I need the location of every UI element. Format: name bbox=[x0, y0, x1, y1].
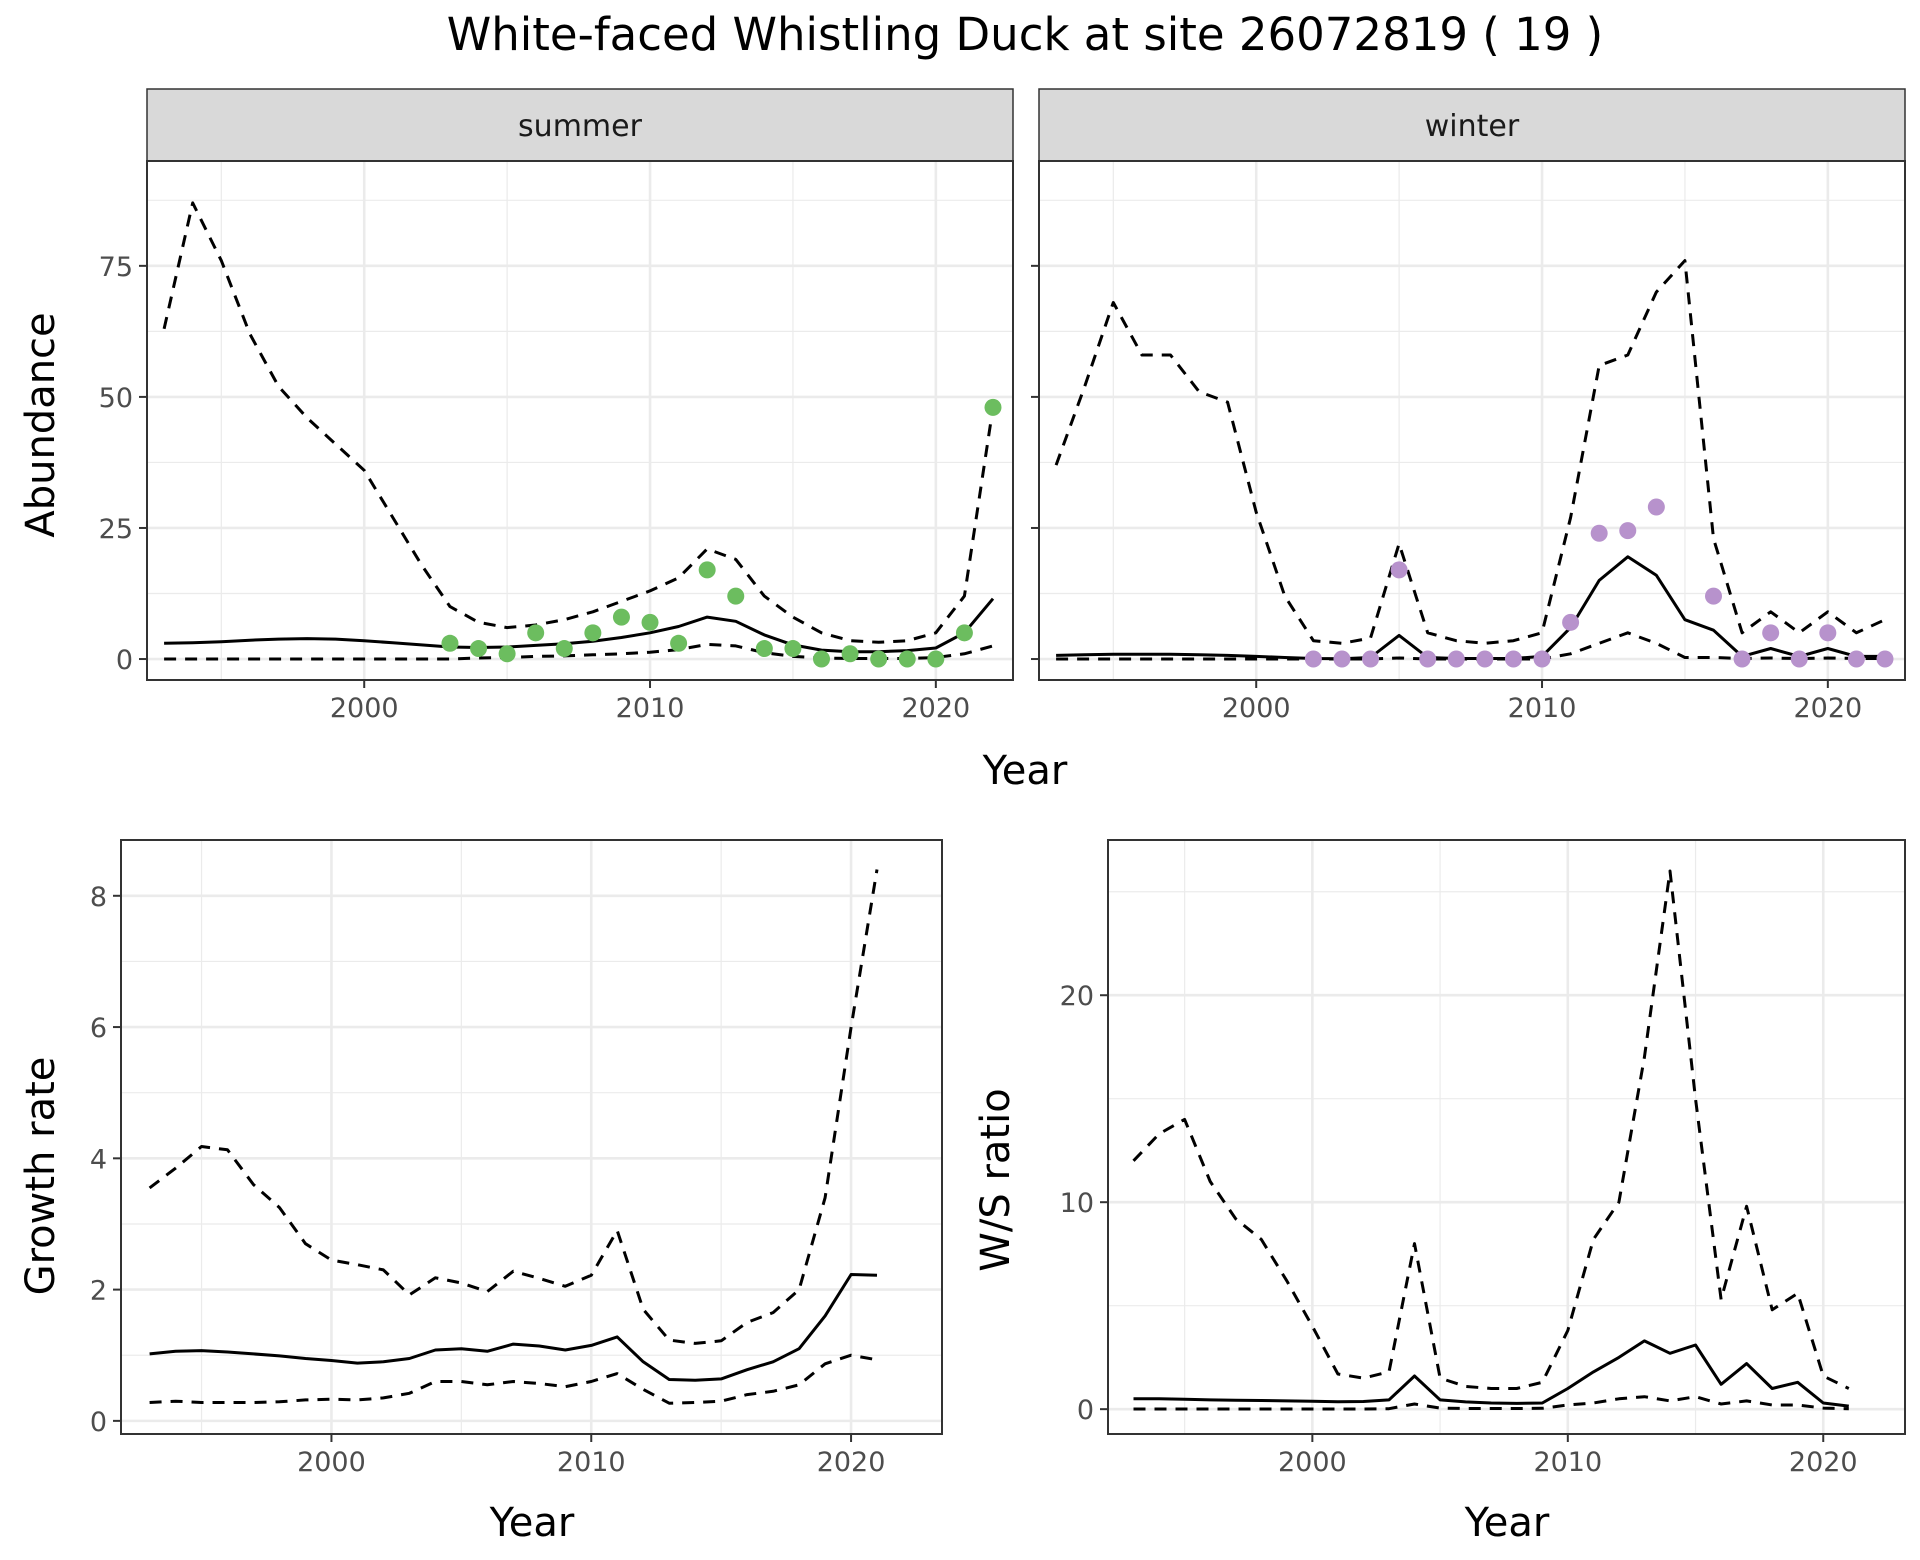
data-point bbox=[698, 561, 716, 579]
abundance-y-axis-title: Abundance bbox=[18, 312, 64, 537]
data-point bbox=[1790, 650, 1808, 668]
data-point bbox=[584, 624, 602, 642]
data-point bbox=[641, 613, 659, 631]
panel-border bbox=[146, 160, 1014, 681]
data-point bbox=[1762, 624, 1780, 642]
panel-growth-rate: 2000 2010 2020 0 2 4 6 8 bbox=[90, 839, 943, 1478]
data-point bbox=[1333, 650, 1351, 668]
data-point bbox=[1733, 650, 1751, 668]
series-line-estimate bbox=[149, 1273, 878, 1382]
x-tick-label: 2010 bbox=[1533, 1447, 1602, 1478]
strip-winter-label: winter bbox=[1425, 109, 1520, 144]
y-tick-label: 25 bbox=[99, 514, 133, 545]
strip-winter-background bbox=[1039, 89, 1905, 161]
x-tick-label: 2000 bbox=[330, 693, 399, 724]
panel-border bbox=[1107, 839, 1906, 1435]
ws-y-axis-title: W/S ratio bbox=[973, 1088, 1019, 1271]
data-point bbox=[898, 650, 916, 668]
data-point bbox=[1419, 650, 1437, 668]
data-point bbox=[1647, 498, 1665, 516]
y-tick-label: 8 bbox=[90, 882, 107, 913]
strip-winter-outline bbox=[1038, 88, 1906, 162]
y-tick-label: 0 bbox=[1077, 1395, 1094, 1426]
data-point bbox=[984, 398, 1002, 416]
x-tick-label: 2020 bbox=[1793, 693, 1862, 724]
x-tick-label: 2010 bbox=[557, 1447, 626, 1478]
y-tick-label: 50 bbox=[99, 383, 133, 414]
data-point bbox=[1476, 650, 1494, 668]
series-line-estimate bbox=[164, 597, 995, 654]
data-point bbox=[955, 624, 973, 642]
series-line-upper bbox=[1132, 869, 1850, 1390]
data-point bbox=[927, 650, 945, 668]
y-tick-label: 20 bbox=[1060, 981, 1094, 1012]
y-tick-label: 0 bbox=[116, 645, 133, 676]
panel-border bbox=[1038, 160, 1906, 681]
y-tick-label: 6 bbox=[90, 1013, 107, 1044]
series-line-upper bbox=[162, 201, 995, 644]
strip-summer-outline bbox=[146, 88, 1014, 162]
abundance-x-axis-title: Year bbox=[982, 748, 1068, 794]
data-point bbox=[1562, 613, 1580, 631]
data-point bbox=[841, 645, 859, 663]
x-tick-label: 2020 bbox=[817, 1447, 886, 1478]
data-point bbox=[555, 640, 573, 658]
data-point bbox=[1390, 561, 1408, 579]
data-point bbox=[813, 650, 831, 668]
panel-abundance-winter: 2000 2010 2020 bbox=[1031, 160, 1906, 724]
data-point bbox=[1876, 650, 1894, 668]
series-line-upper bbox=[1054, 259, 1886, 645]
x-tick-label: 2020 bbox=[1789, 1447, 1858, 1478]
x-tick-label: 2010 bbox=[1508, 693, 1577, 724]
data-point bbox=[870, 650, 888, 668]
strip-summer: summer bbox=[146, 88, 1014, 162]
data-point bbox=[612, 608, 630, 626]
growth-y-axis-title: Growth rate bbox=[18, 1057, 64, 1296]
series-line-lower bbox=[149, 1353, 878, 1405]
y-tick-label: 4 bbox=[90, 1144, 107, 1175]
data-point bbox=[784, 640, 802, 658]
y-tick-label: 2 bbox=[90, 1276, 107, 1307]
data-point bbox=[727, 587, 745, 605]
strip-summer-label: summer bbox=[518, 109, 643, 144]
x-tick-label: 2010 bbox=[616, 693, 685, 724]
figure-title: White-faced Whistling Duck at site 26072… bbox=[447, 8, 1604, 61]
panel-border bbox=[120, 839, 943, 1435]
data-point bbox=[527, 624, 545, 642]
strip-winter: winter bbox=[1038, 88, 1906, 162]
series-line-upper bbox=[148, 869, 879, 1345]
panel-ws-ratio: 2000 2010 2020 0 10 20 bbox=[1060, 839, 1906, 1478]
data-point bbox=[441, 634, 459, 652]
series-line-lower bbox=[1133, 1395, 1849, 1411]
data-point bbox=[1533, 650, 1551, 668]
strip-summer-background bbox=[147, 89, 1013, 161]
data-point bbox=[1705, 587, 1723, 605]
data-point bbox=[1847, 650, 1865, 668]
panel-abundance-summer: 2000 2010 2020 0 25 50 75 bbox=[99, 160, 1014, 724]
data-point bbox=[1447, 650, 1465, 668]
series-line-estimate bbox=[1133, 1339, 1849, 1408]
data-point bbox=[1619, 522, 1637, 540]
y-tick-label: 75 bbox=[99, 252, 133, 283]
data-point bbox=[1819, 624, 1837, 642]
x-tick-label: 2000 bbox=[1278, 1447, 1347, 1478]
data-point bbox=[1590, 524, 1608, 542]
data-point bbox=[498, 645, 516, 663]
data-point bbox=[1362, 650, 1380, 668]
x-tick-label: 2020 bbox=[901, 693, 970, 724]
ws-x-axis-title: Year bbox=[1464, 1500, 1550, 1546]
y-tick-label: 10 bbox=[1060, 1188, 1094, 1219]
y-tick-label: 0 bbox=[90, 1407, 107, 1438]
data-point bbox=[1304, 650, 1322, 668]
data-point bbox=[755, 640, 773, 658]
data-point bbox=[470, 640, 488, 658]
growth-x-axis-title: Year bbox=[489, 1500, 575, 1546]
x-tick-label: 2000 bbox=[297, 1447, 366, 1478]
data-point bbox=[670, 634, 688, 652]
data-point bbox=[1504, 650, 1522, 668]
x-tick-label: 2000 bbox=[1222, 693, 1291, 724]
